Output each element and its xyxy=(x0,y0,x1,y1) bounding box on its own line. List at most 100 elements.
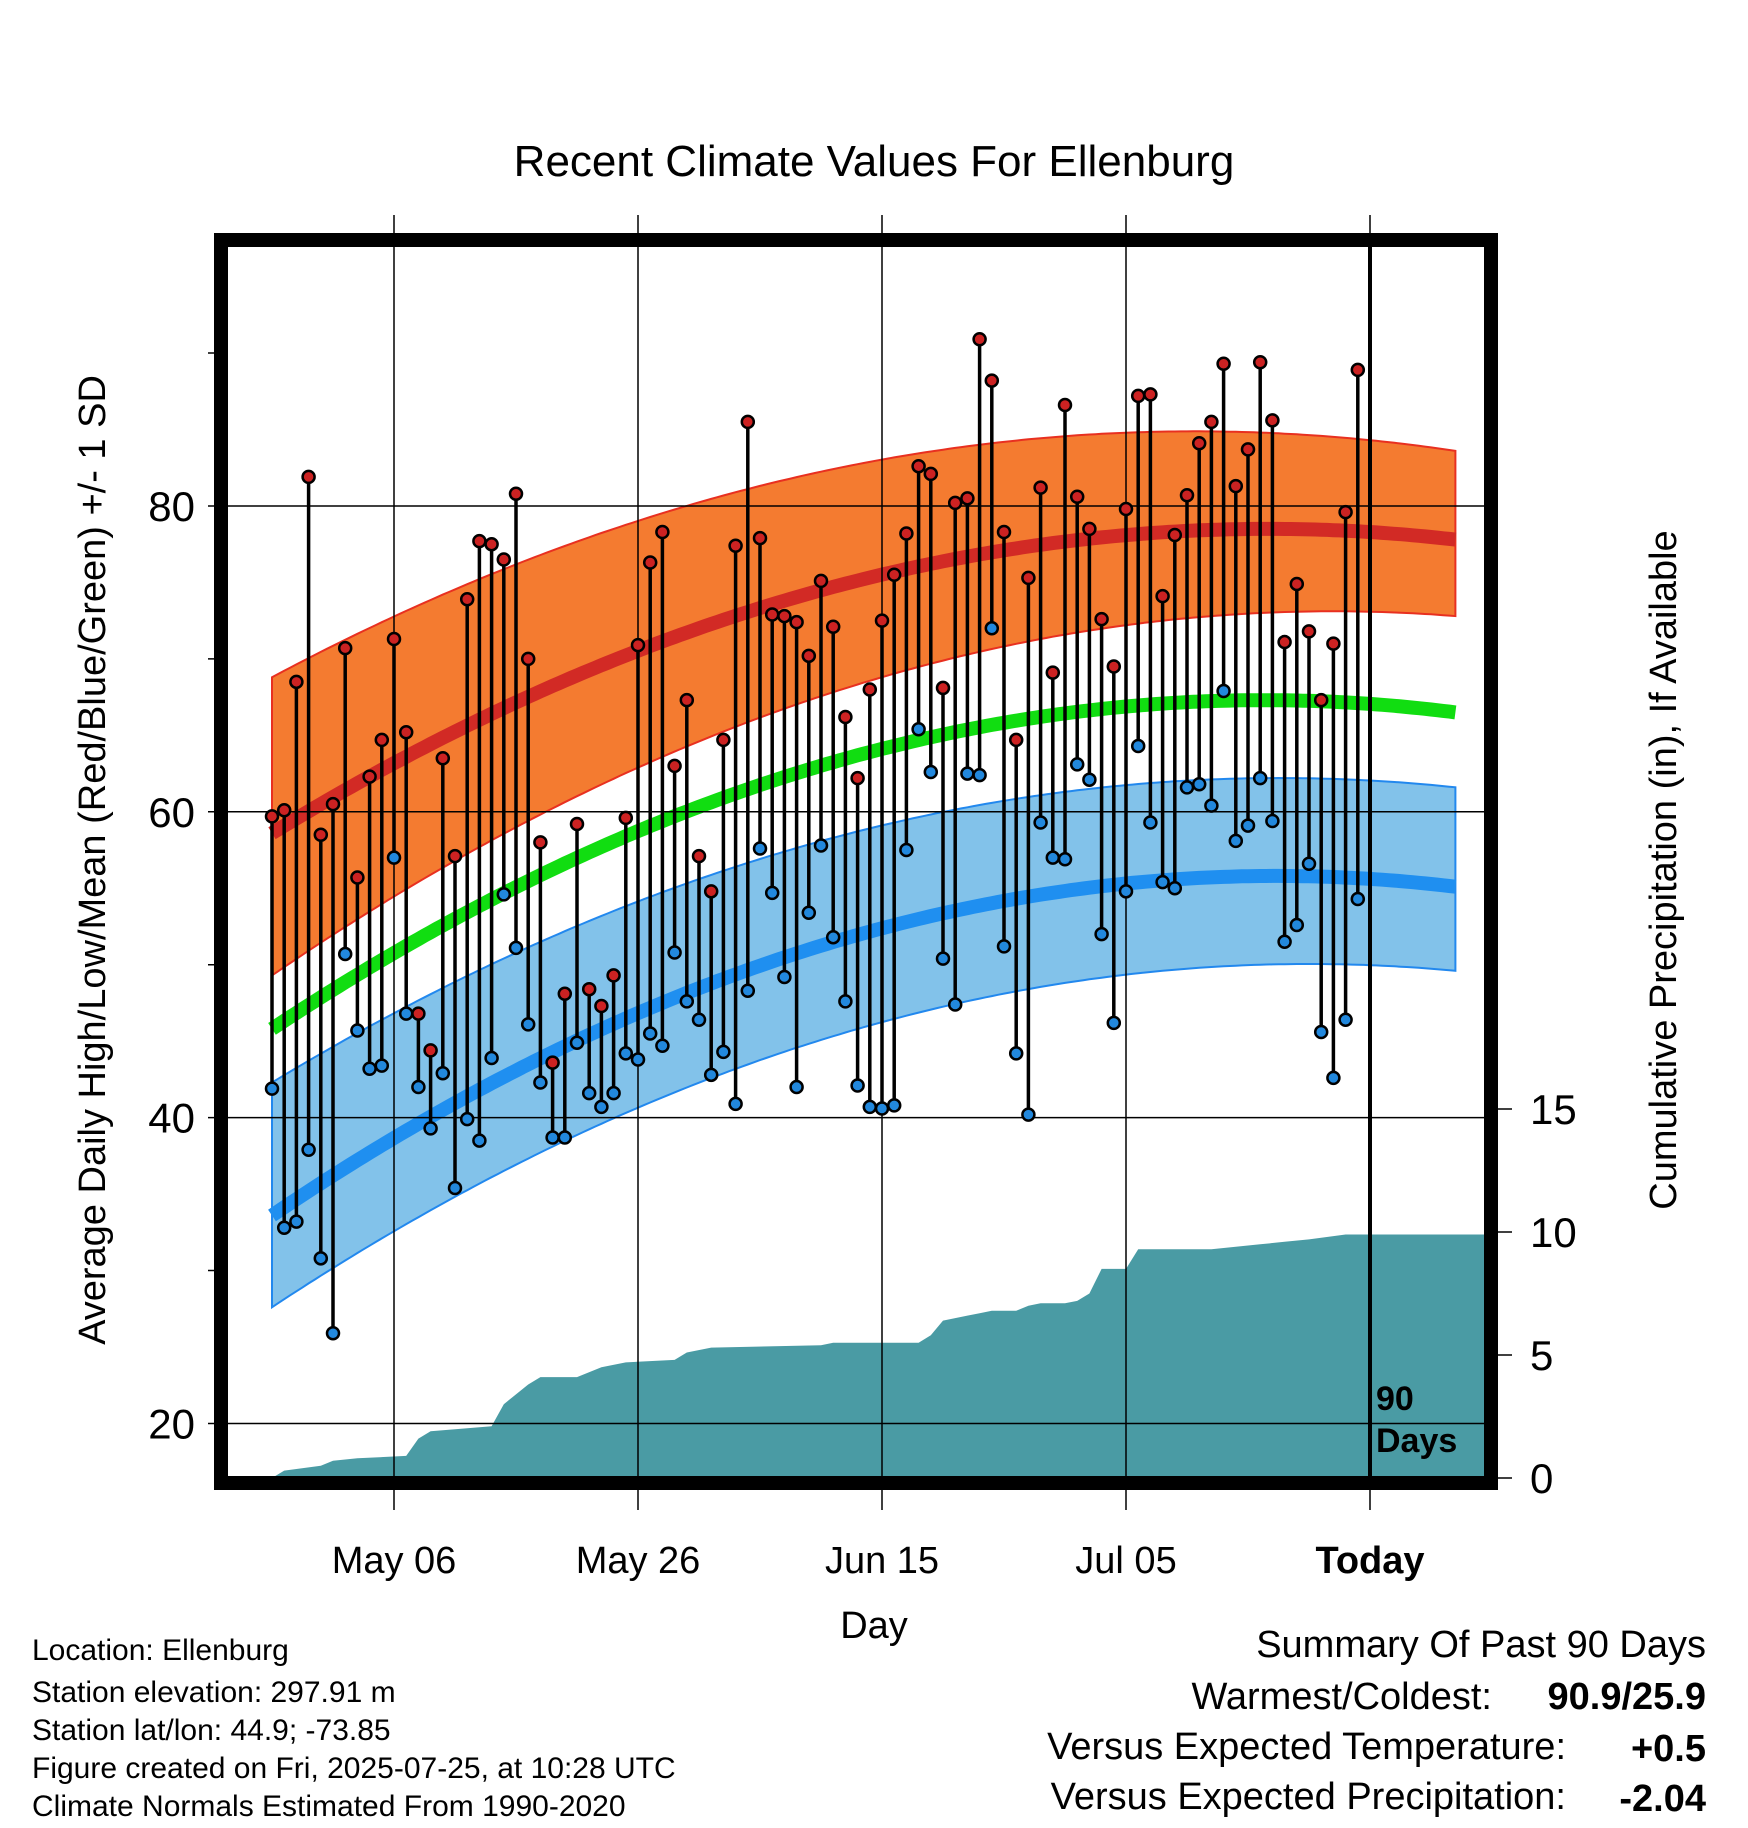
low-point xyxy=(435,1066,451,1081)
summary-panel: Summary Of Past 90 Days Warmest/Coldest:… xyxy=(1047,1624,1706,1820)
high-point xyxy=(874,613,890,628)
x-tick-label: Today xyxy=(1315,1540,1424,1582)
low-point xyxy=(1069,757,1085,772)
high-point xyxy=(1118,501,1134,517)
low-point xyxy=(777,969,792,985)
high-point xyxy=(581,981,597,997)
high-point xyxy=(886,567,902,583)
high-point xyxy=(1204,414,1219,430)
high-point xyxy=(764,607,780,622)
low-point xyxy=(1082,772,1097,787)
low-point xyxy=(1021,1107,1036,1122)
low-point xyxy=(947,997,963,1012)
high-point xyxy=(264,809,280,824)
high-point xyxy=(484,536,499,552)
high-point xyxy=(557,986,573,1002)
y-axis-label: Average Daily High/Low/Mean (Red/Blue/Gr… xyxy=(72,375,114,1345)
low-point xyxy=(1167,881,1183,896)
low-point xyxy=(886,1098,902,1113)
low-point xyxy=(801,905,817,920)
low-point xyxy=(1228,833,1244,849)
high-point xyxy=(789,614,804,630)
summary-precip-value: -2.04 xyxy=(1619,1778,1706,1820)
high-point xyxy=(411,1006,426,1021)
low-point xyxy=(1240,818,1256,833)
low-point xyxy=(276,1220,292,1235)
high-point xyxy=(1277,634,1292,650)
high-point xyxy=(642,555,658,570)
high-point xyxy=(1265,413,1280,428)
low-point xyxy=(703,1067,719,1083)
low-point xyxy=(472,1133,487,1148)
precipitation-area xyxy=(273,1234,1485,1477)
high-point xyxy=(423,1043,438,1058)
low-point xyxy=(618,1046,634,1061)
high-point xyxy=(1228,478,1244,494)
high-point xyxy=(569,816,585,832)
high-point xyxy=(716,732,731,748)
high-point xyxy=(313,827,329,842)
low-point xyxy=(350,1023,365,1038)
high-point xyxy=(1252,354,1268,370)
low-point xyxy=(533,1075,548,1090)
low-point xyxy=(960,766,975,781)
low-point xyxy=(716,1044,731,1060)
y2-tick-label: 15 xyxy=(1530,1086,1577,1133)
low-sd-band xyxy=(271,776,1457,1310)
low-point xyxy=(1118,884,1134,899)
low-point xyxy=(569,1035,585,1050)
high-point xyxy=(276,803,292,818)
normal-mean-line xyxy=(268,693,1457,1035)
x-tick-label: Jun 15 xyxy=(825,1540,939,1582)
high-point xyxy=(972,332,987,347)
high-point xyxy=(1033,480,1048,495)
high-point xyxy=(630,637,646,653)
info-created: Figure created on Fri, 2025-07-25, at 10… xyxy=(32,1752,676,1785)
high-point xyxy=(618,810,634,826)
low-point xyxy=(667,945,682,960)
low-point xyxy=(362,1061,377,1076)
axes: 20 40 60 80 0 5 10 15 May 06 May 26 Jun 15 Jul 05 To… xyxy=(148,215,1577,1582)
high-point xyxy=(935,680,951,696)
low-point xyxy=(1179,780,1195,795)
frame-border xyxy=(214,233,1498,1490)
low-point xyxy=(838,994,853,1009)
high-point xyxy=(947,495,963,511)
y2-tick-label: 0 xyxy=(1530,1455,1553,1502)
high-point xyxy=(496,552,512,567)
high-point xyxy=(1094,611,1109,627)
low-point xyxy=(508,940,524,956)
info-latlon: Station lat/lon: 44.9; -73.85 xyxy=(32,1714,391,1747)
y2-axis-label: Cumulative Precipitation (in), If Availa… xyxy=(1643,530,1685,1209)
low-point xyxy=(581,1085,597,1101)
high-point xyxy=(667,758,682,774)
high-point xyxy=(923,466,939,482)
summary-heading: Summary Of Past 90 Days xyxy=(1256,1624,1706,1666)
days-marker-label: Days xyxy=(1376,1422,1457,1460)
summary-warmest-label: Warmest/Coldest: xyxy=(1191,1676,1492,1718)
high-point xyxy=(850,770,865,786)
high-point xyxy=(1021,570,1036,586)
low-point xyxy=(1155,874,1170,890)
low-point xyxy=(374,1058,390,1073)
high-point xyxy=(374,732,390,748)
low-point xyxy=(740,983,756,998)
low-point xyxy=(630,1052,646,1067)
high-point xyxy=(301,469,316,485)
high-point xyxy=(1289,576,1305,592)
high-point xyxy=(398,725,414,740)
high-point xyxy=(1008,732,1024,748)
high-point xyxy=(350,870,365,885)
y-tick-label: 80 xyxy=(148,483,195,530)
high-point xyxy=(801,648,817,664)
high-point xyxy=(289,674,304,690)
low-point xyxy=(1130,738,1146,754)
low-point xyxy=(789,1079,804,1095)
high-point xyxy=(1143,387,1158,402)
high-point xyxy=(520,651,536,667)
low-point xyxy=(825,929,841,945)
low-point xyxy=(325,1326,341,1341)
high-point xyxy=(838,709,853,725)
low-point xyxy=(1057,851,1073,867)
